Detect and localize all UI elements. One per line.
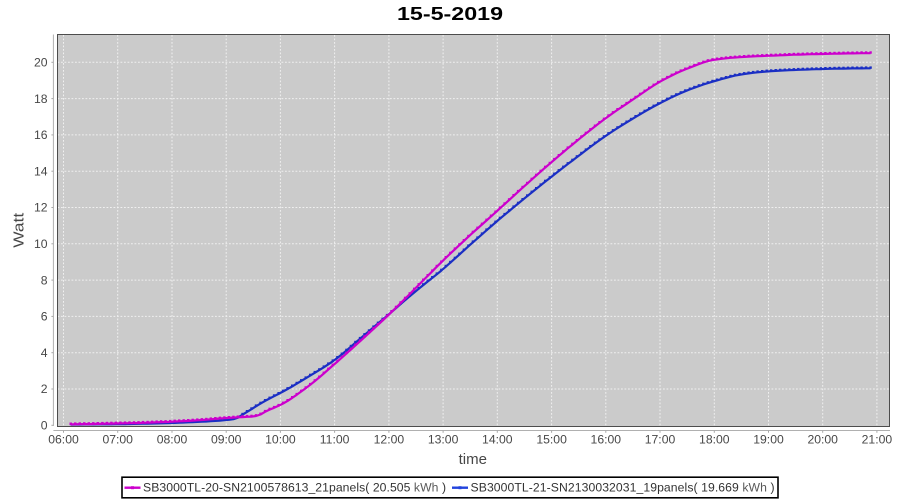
svg-text:SB3000TL-21-SN2130032031_19pan: SB3000TL-21-SN2130032031_19panels( 19.66… — [471, 481, 775, 495]
svg-text:10:00: 10:00 — [265, 433, 296, 447]
svg-text:SB3000TL-20-SN2100578613_21pan: SB3000TL-20-SN2100578613_21panels( 20.50… — [143, 481, 446, 495]
svg-text:15-5-2019: 15-5-2019 — [397, 3, 503, 24]
svg-text:10: 10 — [34, 237, 48, 251]
svg-text:20: 20 — [34, 56, 48, 70]
svg-text:11:00: 11:00 — [320, 433, 350, 447]
svg-text:12:00: 12:00 — [374, 433, 405, 447]
svg-text:16:00: 16:00 — [591, 433, 622, 447]
svg-text:0: 0 — [41, 419, 48, 433]
svg-text:07:00: 07:00 — [102, 433, 133, 447]
svg-text:4: 4 — [41, 346, 48, 360]
svg-text:13:00: 13:00 — [428, 433, 459, 447]
svg-text:2: 2 — [41, 382, 48, 396]
svg-text:18: 18 — [34, 92, 48, 106]
svg-text:15:00: 15:00 — [536, 433, 567, 447]
svg-text:time: time — [459, 451, 487, 468]
svg-text:20:00: 20:00 — [807, 433, 838, 447]
svg-text:21:00: 21:00 — [862, 433, 893, 447]
svg-text:18:00: 18:00 — [699, 433, 730, 447]
svg-text:14: 14 — [34, 164, 48, 178]
svg-text:8: 8 — [41, 273, 48, 287]
svg-text:6: 6 — [41, 310, 48, 324]
svg-text:08:00: 08:00 — [157, 433, 188, 447]
svg-text:16: 16 — [34, 128, 48, 142]
svg-text:19:00: 19:00 — [753, 433, 784, 447]
svg-text:Watt: Watt — [12, 213, 28, 248]
svg-text:09:00: 09:00 — [211, 433, 242, 447]
svg-text:14:00: 14:00 — [482, 433, 513, 447]
svg-text:12: 12 — [34, 201, 48, 215]
svg-text:06:00: 06:00 — [48, 433, 79, 447]
svg-text:17:00: 17:00 — [645, 433, 676, 447]
